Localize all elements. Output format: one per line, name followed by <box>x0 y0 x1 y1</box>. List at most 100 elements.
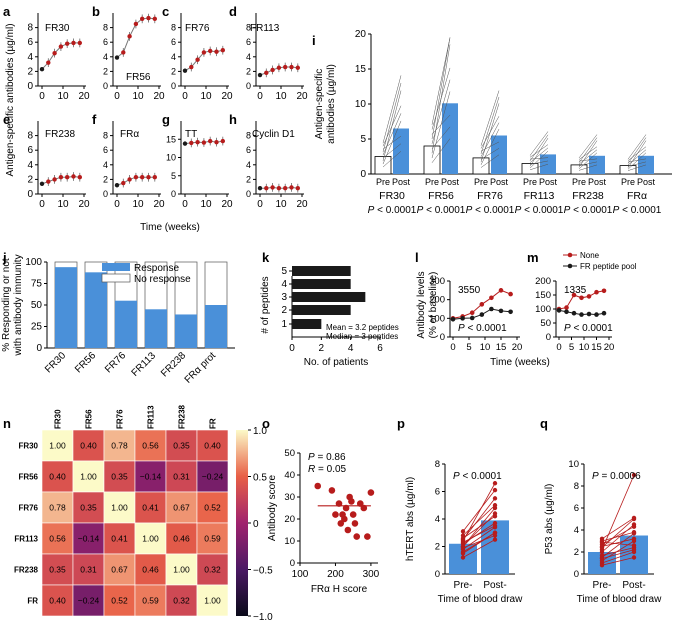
patient-line <box>601 538 635 547</box>
panel-label-h: h <box>229 112 237 127</box>
panel-label-m: m <box>527 250 539 265</box>
x-tick-label: 10 <box>480 342 491 353</box>
x-tick-label: 10 <box>200 91 212 102</box>
data-point <box>571 292 577 298</box>
patient-line <box>431 114 451 135</box>
y-tick-label: 25 <box>31 322 43 333</box>
category-label: FRα <box>627 190 647 202</box>
p-value: P < 0.0001 <box>613 205 662 216</box>
heatmap-cell <box>196 460 229 493</box>
bar-pre <box>374 156 392 175</box>
category-label: FR238 <box>572 190 604 202</box>
y-tick-label: 10 <box>284 536 295 547</box>
patient-line <box>578 149 598 165</box>
p-value: P < 0.0001 <box>466 205 515 216</box>
data-point <box>189 64 194 70</box>
data-point <box>353 533 361 540</box>
data-point <box>270 185 275 190</box>
panel-label-o: o <box>262 416 270 431</box>
x-tick-label: 2 <box>319 343 325 354</box>
data-point <box>71 40 76 46</box>
patient-line <box>462 513 496 547</box>
data-point <box>214 49 219 54</box>
data-point <box>356 500 364 507</box>
patient-line <box>627 164 647 171</box>
panel-title-h: Cyclin D1 <box>252 129 295 140</box>
category-label: FR56 <box>428 190 454 202</box>
y-axis-label: antibodies (µg/ml) <box>326 64 337 144</box>
patient-line <box>601 517 635 540</box>
y-tick-label: 8 <box>246 131 251 141</box>
panel-label-b: b <box>92 4 100 19</box>
heatmap-col-label: FR76 <box>116 409 125 429</box>
y-tick-label: 8 <box>246 23 251 33</box>
data-point <box>489 295 494 301</box>
data-point <box>469 315 475 321</box>
colorbar-tick-label: −1.0 <box>253 612 273 623</box>
heatmap-cell <box>134 491 167 524</box>
patient-line <box>431 67 451 130</box>
patient-line <box>529 157 549 160</box>
patient-line <box>480 154 500 168</box>
data-point <box>114 55 120 60</box>
patient-line <box>601 551 635 564</box>
y-tick-label: 2 <box>171 66 176 76</box>
legend-label-no-response: No response <box>134 274 191 285</box>
pre-label: Pre <box>572 177 586 187</box>
panel-label-f: f <box>92 112 97 127</box>
y-tick-label: 50 <box>31 300 43 311</box>
panel-label-q: q <box>540 416 548 431</box>
patient-line <box>529 131 549 156</box>
data-point <box>121 50 126 55</box>
y-tick-label: 1 <box>281 319 287 330</box>
patient-line <box>382 151 402 168</box>
data-point <box>214 139 219 145</box>
panel-label-e: e <box>3 112 10 127</box>
y-tick-label: 3 <box>281 292 287 303</box>
patient-line <box>578 164 598 171</box>
data-point <box>631 536 637 541</box>
y-tick-label: 50 <box>284 448 295 459</box>
y-tick-label: 5 <box>360 134 366 145</box>
patient-line <box>578 152 598 169</box>
y-tick-label: 6 <box>435 487 440 498</box>
heatmap-value: −0.24 <box>202 472 224 482</box>
x-tick-label: 200 <box>327 569 344 580</box>
x-tick-label: 10 <box>57 91 69 102</box>
data-point <box>492 523 498 529</box>
heatmap-value: 0.40 <box>49 596 66 606</box>
p-value: P < 0.0001 <box>515 205 564 216</box>
data-point <box>314 482 322 490</box>
y-tick-label: 50 <box>540 318 551 329</box>
data-point <box>39 181 45 186</box>
annotation-median: Median = 3 peptides <box>326 332 398 341</box>
heatmap-value: 0.56 <box>142 441 159 451</box>
data-point <box>77 40 83 46</box>
data-point <box>140 175 145 180</box>
y-tick-label: 150 <box>535 290 551 301</box>
patient-line <box>480 141 500 152</box>
patient-line <box>480 96 500 154</box>
bar-response <box>145 309 167 348</box>
patient-line <box>480 128 500 165</box>
data-point <box>257 185 263 191</box>
heatmap-value: 0.40 <box>204 441 221 451</box>
post-label: Post <box>392 177 411 187</box>
patient-line <box>529 137 549 167</box>
data-point <box>367 489 375 496</box>
patient-line <box>601 547 635 556</box>
heatmap-cell <box>134 584 167 617</box>
y-tick-label: 0 <box>360 169 366 180</box>
y-axis-label: (% of baseline) <box>428 272 439 339</box>
patient-line <box>382 82 402 153</box>
heatmap-value: 1.00 <box>173 565 190 575</box>
patient-line <box>462 525 496 543</box>
x-axis-label: Time (weeks) <box>490 357 550 368</box>
data-point <box>492 487 498 493</box>
p-value: R = 0.05 <box>308 464 347 475</box>
x-tick-label: 20 <box>604 342 615 353</box>
y-tick-label: 2 <box>281 305 287 316</box>
x-tick-label: 5 <box>569 342 574 353</box>
y-tick-label: 6 <box>246 37 251 47</box>
y-tick-label: 6 <box>171 37 176 47</box>
